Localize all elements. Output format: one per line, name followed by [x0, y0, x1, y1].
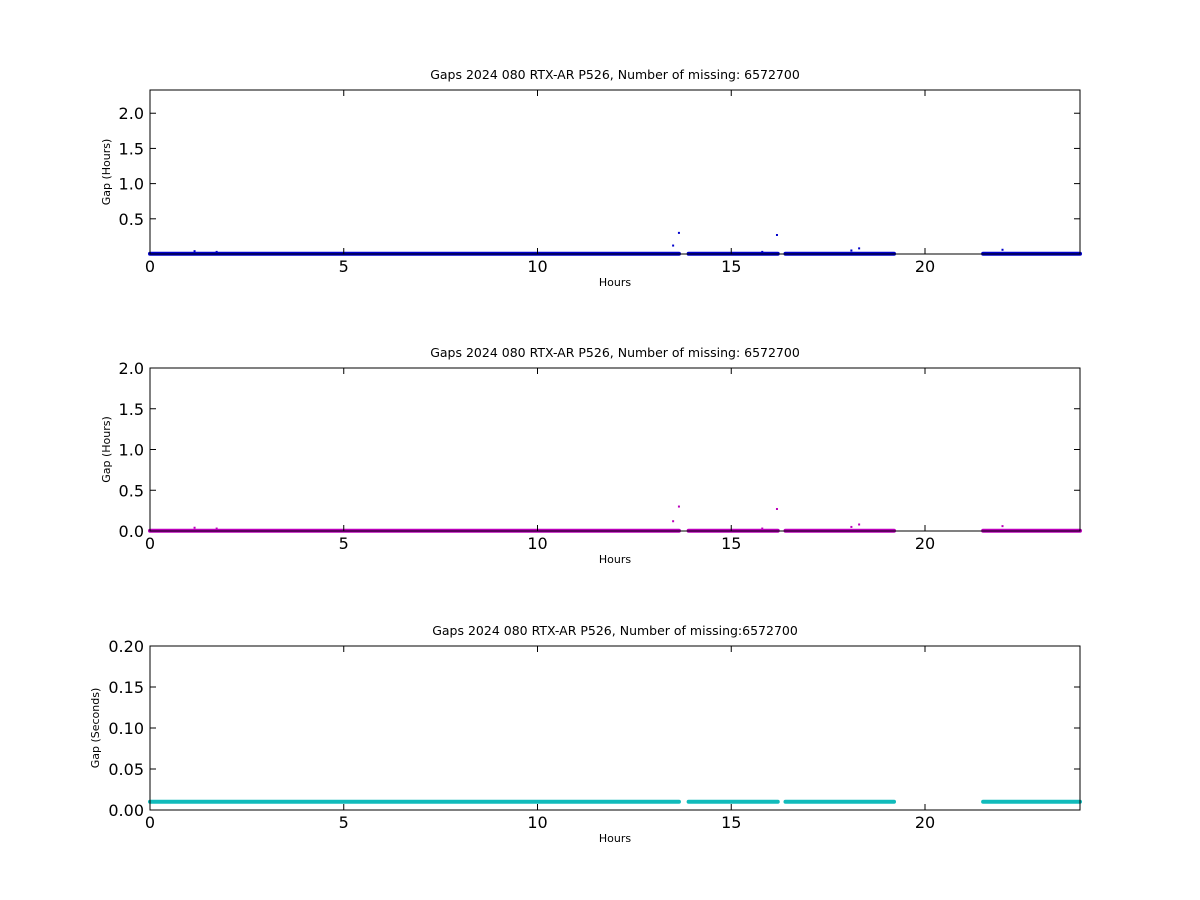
data-point — [672, 244, 675, 247]
data-point — [850, 249, 853, 252]
y-tick-label: 0.5 — [119, 210, 144, 229]
y-tick-label: 2.0 — [119, 104, 144, 123]
data-point — [672, 520, 675, 523]
data-point — [677, 231, 680, 234]
x-tick-label: 5 — [339, 534, 349, 553]
y-tick-label: 0.00 — [108, 801, 144, 820]
chart-panel-3: 0 5 10 15 20 0.00 0.05 0.10 0.15 0.20 Gaps 2024 08… — [89, 623, 1082, 845]
plot-frame — [149, 89, 1081, 255]
chart-title: Gaps 2024 080 RTX-AR P526, Number of mis… — [432, 623, 798, 638]
x-tick-label: 5 — [339, 257, 349, 276]
x-tick-label: 10 — [527, 257, 547, 276]
chart-title: Gaps 2024 080 RTX-AR P526, Number of mis… — [430, 345, 800, 360]
chart-panel-1: 0 5 10 15 20 0.5 1.0 1.5 2.0 Gaps 2024 080 RTX-AR… — [100, 67, 1082, 289]
plot-frame — [149, 367, 1081, 532]
data-point — [858, 247, 861, 250]
x-tick-label: 15 — [721, 813, 741, 832]
y-tick-label: 2.0 — [119, 359, 144, 378]
x-tick-label: 0 — [145, 257, 155, 276]
data-point — [1001, 248, 1004, 251]
data-point — [775, 233, 778, 236]
x-tick-label: 15 — [721, 534, 741, 553]
x-tick-label: 20 — [915, 534, 935, 553]
data-point — [761, 250, 764, 253]
x-axis-label: Hours — [599, 553, 631, 566]
x-tick-label: 20 — [915, 813, 935, 832]
data-point — [193, 526, 196, 529]
y-axis-label: Gap (Hours) — [100, 139, 113, 206]
y-tick-label: 1.0 — [119, 441, 144, 460]
data-point — [1001, 525, 1004, 528]
data-point — [850, 525, 853, 528]
y-tick-label: 1.0 — [119, 175, 144, 194]
data-point — [215, 250, 218, 253]
y-axis-label: Gap (Hours) — [100, 416, 113, 483]
plot-frame — [149, 645, 1081, 811]
data-point — [193, 250, 196, 253]
y-tick-label: 0.15 — [108, 678, 144, 697]
y-tick-label: 0.05 — [108, 760, 144, 779]
y-tick-label: 1.5 — [119, 139, 144, 158]
x-tick-label: 0 — [145, 534, 155, 553]
data-point — [775, 507, 778, 510]
data-point — [858, 523, 861, 526]
x-tick-label: 10 — [527, 534, 547, 553]
x-tick-label: 5 — [339, 813, 349, 832]
x-tick-label: 10 — [527, 813, 547, 832]
y-tick-label: 0.20 — [108, 637, 144, 656]
data-point — [215, 527, 218, 530]
y-tick-label: 0.0 — [119, 522, 144, 541]
x-tick-label: 0 — [145, 813, 155, 832]
x-tick-label: 15 — [721, 257, 741, 276]
chart-title: Gaps 2024 080 RTX-AR P526, Number of mis… — [430, 67, 800, 82]
chart-panel-2: 0 5 10 15 20 0.0 0.5 1.0 1.5 2.0 Gaps 2024 080 RTX… — [100, 345, 1082, 566]
y-axis-label: Gap (Seconds) — [89, 688, 102, 769]
x-axis-label: Hours — [599, 832, 631, 845]
y-tick-label: 0.10 — [108, 719, 144, 738]
x-tick-label: 20 — [915, 257, 935, 276]
x-axis-label: Hours — [599, 276, 631, 289]
data-point — [761, 527, 764, 530]
y-tick-label: 1.5 — [119, 400, 144, 419]
y-tick-label: 0.5 — [119, 481, 144, 500]
data-point — [677, 505, 680, 508]
